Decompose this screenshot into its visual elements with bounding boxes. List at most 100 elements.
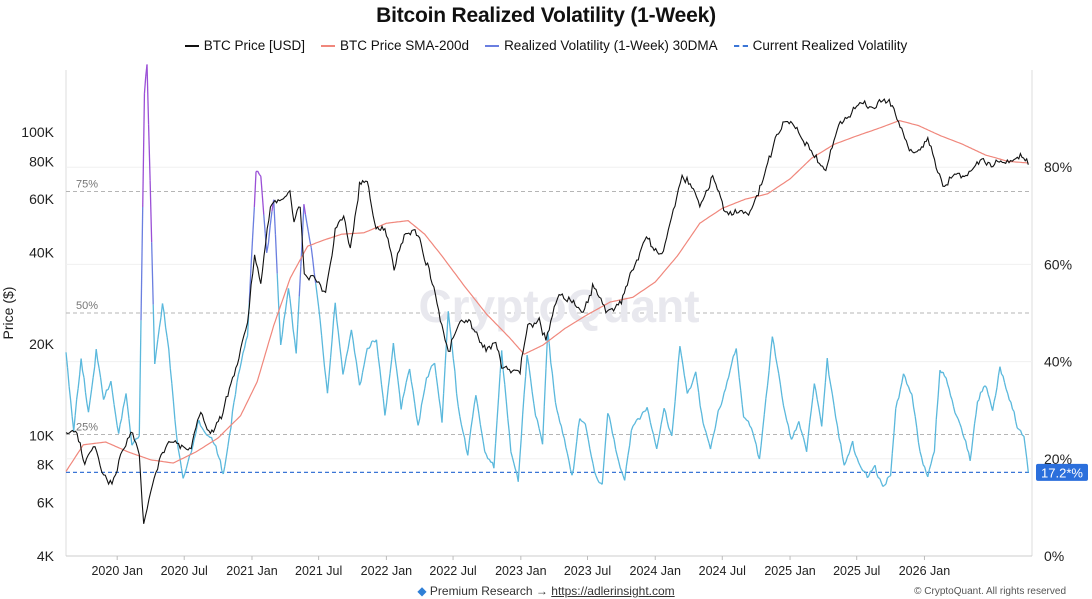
volatility-series-segment <box>427 370 431 378</box>
volatility-series-segment <box>816 399 820 408</box>
legend-item-current-volatility[interactable]: Current Realized Volatility <box>733 38 907 53</box>
volatility-series-segment <box>978 392 982 400</box>
volatility-series-segment <box>642 410 645 413</box>
legend-swatch-sma-200d <box>321 44 336 47</box>
volatility-series-segment <box>784 412 788 421</box>
volatility-series-segment <box>702 423 706 429</box>
volatility-series-segment <box>802 437 806 445</box>
volatility-series-segment <box>76 388 79 400</box>
volatility-series-segment <box>883 483 887 486</box>
volatility-series-segment <box>781 395 785 406</box>
volatility-series-segment <box>559 422 562 427</box>
volatility-series-segment <box>248 268 252 303</box>
volatility-series-segment <box>947 384 950 390</box>
volatility-series-segment <box>601 460 605 485</box>
volatility-series-segment <box>438 398 442 409</box>
volatility-series-segment <box>234 382 238 395</box>
volatility-series-segment <box>120 407 124 419</box>
volatility-series-segment <box>368 346 371 349</box>
volatility-series-segment <box>795 425 799 431</box>
volatility-series-segment <box>481 433 484 443</box>
volatility-series-segment <box>711 434 715 442</box>
volatility-series-segment <box>171 383 175 402</box>
volatility-series-segment <box>672 401 676 420</box>
reference-label-75: 75% <box>76 179 98 191</box>
volatility-series-segment <box>724 381 728 390</box>
legend-item-btc-price[interactable]: BTC Price [USD] <box>184 38 305 53</box>
volatility-series-segment <box>714 419 718 429</box>
volatility-series-segment <box>709 440 713 450</box>
volatility-series-segment <box>970 436 974 451</box>
volatility-series-segment <box>331 318 335 340</box>
current-value-badge-label: 17.2*% <box>1041 465 1083 480</box>
volatility-series-segment <box>379 368 383 385</box>
volatility-series-segment <box>358 381 362 386</box>
volatility-series-segment <box>944 375 947 379</box>
volatility-series-segment <box>198 420 202 426</box>
volatility-series-segment <box>507 418 510 434</box>
volatility-series-segment <box>174 419 178 435</box>
volatility-series-segment <box>643 410 646 413</box>
volatility-series-segment <box>412 390 416 404</box>
volatility-series-segment <box>563 438 567 448</box>
y-left-tick-label: 60K <box>29 191 55 207</box>
watermark-text: CryptoQuant <box>418 280 699 332</box>
volatility-series-segment <box>790 436 794 440</box>
volatility-series-segment <box>688 387 692 390</box>
volatility-series-segment <box>960 427 964 435</box>
volatility-series-segment <box>347 338 351 350</box>
volatility-series-segment <box>257 170 260 175</box>
legend-item-sma-200d[interactable]: BTC Price SMA-200d <box>321 38 469 53</box>
volatility-series-segment <box>533 403 537 416</box>
volatility-series-segment <box>118 424 121 434</box>
volatility-series-segment <box>414 403 418 417</box>
x-tick-label: 2022 Jul <box>429 564 476 578</box>
volatility-series-segment <box>1008 399 1012 403</box>
volatility-series-segment <box>468 427 472 441</box>
volatility-series-segment <box>753 439 757 445</box>
legend-swatch-current-volatility <box>733 44 748 47</box>
volatility-series-segment <box>361 364 365 373</box>
volatility-series-segment <box>534 415 538 421</box>
volatility-series-segment <box>719 404 722 409</box>
volatility-series-segment <box>114 414 118 426</box>
volatility-series-segment <box>843 461 847 466</box>
volatility-series-segment <box>674 382 678 402</box>
volatility-series-segment <box>125 393 129 407</box>
volatility-series-segment <box>382 398 386 416</box>
volatility-series-segment <box>981 386 985 392</box>
volatility-series-segment <box>621 471 624 477</box>
volatility-series-segment <box>479 424 483 434</box>
volatility-series-segment <box>857 462 861 466</box>
volatility-series-segment <box>545 331 549 369</box>
volatility-series-segment <box>652 434 656 443</box>
volatility-series-segment <box>729 363 733 371</box>
y-right-tick-label: 80% <box>1044 159 1072 175</box>
premium-research-link[interactable]: https://adlerinsight.com <box>551 584 675 598</box>
volatility-series-segment <box>899 382 903 390</box>
volatility-series-segment <box>392 343 396 358</box>
volatility-series-segment <box>283 311 286 321</box>
volatility-series-segment <box>460 424 464 433</box>
volatility-series-segment <box>917 441 921 452</box>
volatility-series-segment <box>329 339 333 358</box>
volatility-series-segment <box>476 403 480 414</box>
volatility-series-segment <box>885 477 889 485</box>
volatility-series-segment <box>660 416 664 425</box>
volatility-series-segment <box>962 433 965 439</box>
volatility-series-segment <box>682 364 685 376</box>
volatility-series-segment <box>450 341 454 359</box>
volatility-series-segment <box>164 327 168 338</box>
volatility-series-segment <box>634 420 637 425</box>
volatility-series-segment <box>852 441 855 451</box>
volatility-series-segment <box>882 484 885 488</box>
volatility-series-segment <box>895 401 898 409</box>
volatility-series-segment <box>154 351 157 365</box>
volatility-series-segment <box>664 412 668 422</box>
volatility-series-segment <box>773 344 777 357</box>
volatility-series-segment <box>90 377 94 390</box>
volatility-series-segment <box>723 388 727 393</box>
legend-item-realized-volatility[interactable]: Realized Volatility (1-Week) 30DMA <box>485 38 718 53</box>
volatility-series-segment <box>143 76 147 94</box>
y-left-tick-label: 80K <box>29 153 55 169</box>
